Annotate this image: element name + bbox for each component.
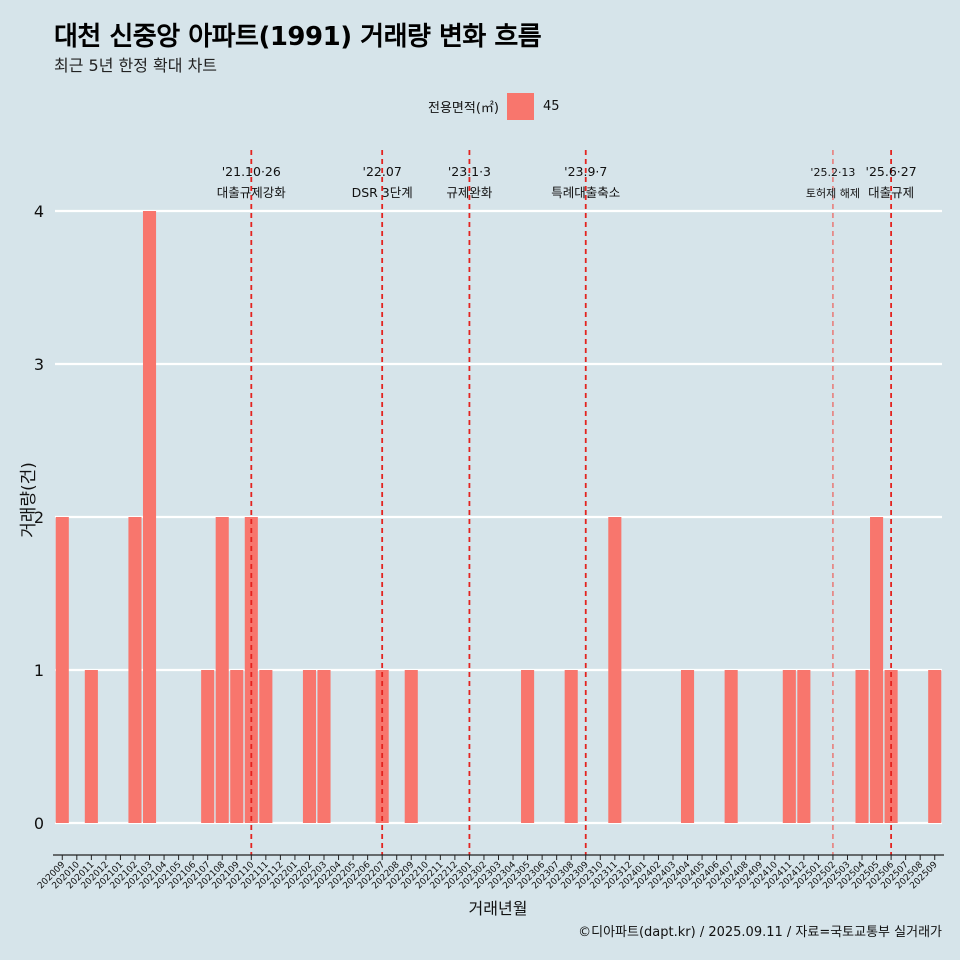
y-tick-label: 1	[34, 661, 44, 680]
legend-swatch	[506, 93, 534, 120]
event-date-label: '22.07	[363, 164, 402, 179]
event-label: 대출규제강화	[217, 185, 287, 200]
bar	[724, 670, 738, 823]
bar	[928, 670, 942, 823]
event-date-label: '25.2·13	[810, 166, 855, 179]
event-label: 특례대출축소	[551, 185, 620, 200]
y-axis: 0 1 2 3 4	[34, 202, 44, 833]
bar	[564, 670, 578, 823]
bar	[215, 517, 229, 823]
event-date-label: '25.6·27	[866, 164, 917, 179]
event-label: 토허제 해제	[806, 186, 860, 200]
bar	[317, 670, 331, 823]
bar	[782, 670, 796, 823]
bars	[55, 211, 942, 823]
source-caption: ©디아파트(dapt.kr) / 2025.09.11 / 자료=국토교통부 실…	[578, 925, 942, 940]
bar	[201, 670, 215, 823]
y-tick-label: 2	[34, 508, 44, 527]
bar	[142, 211, 157, 823]
x-axis: 2020092020102020112020122021012021022021…	[36, 854, 944, 891]
y-tick-label: 4	[34, 202, 44, 221]
bar	[608, 517, 622, 823]
bar	[244, 517, 258, 823]
bar	[870, 517, 884, 823]
chart-subtitle: 최근 5년 한정 확대 차트	[54, 56, 218, 75]
bar	[55, 517, 69, 823]
bar	[84, 670, 98, 823]
bar	[404, 670, 418, 823]
event-label: 대출규제	[868, 185, 914, 200]
bar	[128, 517, 142, 823]
bar	[680, 670, 695, 823]
bar	[230, 670, 244, 823]
event-date-label: '23.9·7	[564, 164, 607, 179]
bar	[302, 670, 317, 823]
event-date-label: '23.1·3	[448, 164, 491, 179]
legend-title: 전용면적(㎡)	[428, 101, 499, 116]
y-tick-label: 0	[34, 814, 44, 833]
y-tick-label: 3	[34, 355, 44, 374]
event-lines: '21.10·26 대출규제강화 '22.07 DSR 3단계 '23.1·3 규제완화 '…	[217, 150, 917, 855]
bar	[797, 670, 811, 823]
event-label: 규제완화	[446, 185, 493, 200]
chart-title: 대천 신중앙 아파트(1991) 거래량 변화 흐름	[54, 22, 542, 52]
event-date-label: '21.10·26	[222, 164, 281, 179]
event-label: DSR 3단계	[352, 185, 413, 200]
bar	[259, 670, 273, 823]
legend: 전용면적(㎡) 45	[428, 93, 560, 120]
y-axis-label: 거래량(건)	[19, 462, 39, 538]
x-axis-label: 거래년월	[469, 899, 528, 918]
bar	[855, 670, 869, 823]
bar	[521, 670, 535, 823]
legend-item-label: 45	[542, 99, 560, 114]
